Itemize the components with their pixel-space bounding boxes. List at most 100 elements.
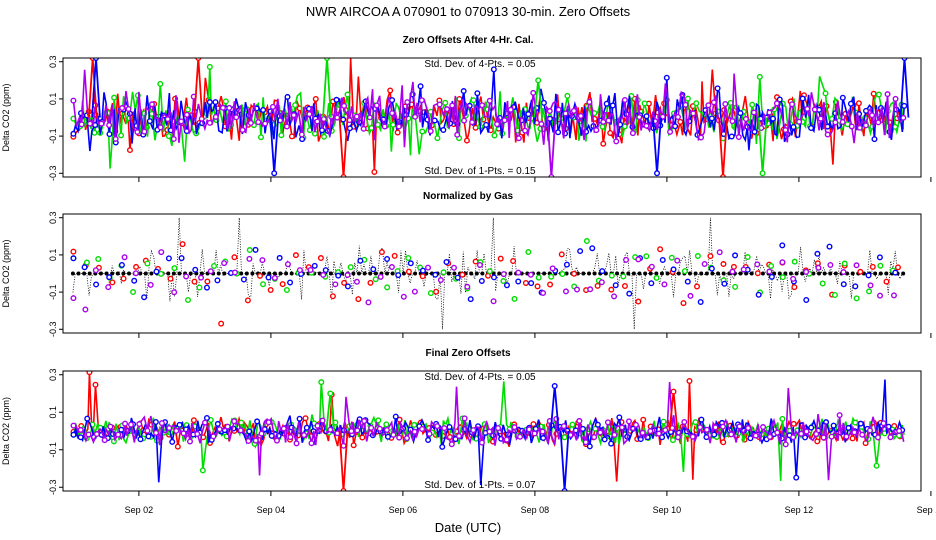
series-point: [454, 131, 461, 138]
reference-point: [115, 271, 120, 276]
series-point: [782, 441, 789, 448]
series-point: [370, 266, 377, 273]
series-point: [70, 431, 77, 438]
series-point: [319, 417, 326, 424]
reference-point: [508, 271, 513, 276]
series-point: [779, 415, 786, 422]
reference-point: [631, 271, 636, 276]
series-point: [153, 268, 160, 275]
series-point: [653, 274, 660, 281]
series-point: [276, 254, 283, 261]
series-point: [78, 121, 85, 128]
series-point: [233, 114, 240, 121]
series-point: [808, 424, 815, 431]
series-point: [817, 115, 824, 122]
series-point: [680, 300, 687, 307]
series-point: [623, 256, 630, 263]
series-point: [570, 107, 577, 114]
series-point: [164, 116, 171, 123]
series-point: [729, 118, 736, 125]
series-point: [546, 108, 553, 115]
series-point: [820, 434, 827, 441]
series-point: [183, 111, 190, 118]
series-point: [690, 110, 697, 117]
series-point: [384, 255, 391, 262]
series-point: [799, 95, 806, 102]
series-point: [697, 299, 704, 306]
reference-point: [87, 271, 92, 276]
series-point: [571, 270, 578, 277]
series-point: [472, 124, 479, 131]
series-point: [178, 255, 185, 262]
series-point: [563, 261, 570, 268]
series-point: [669, 437, 676, 444]
series-point: [710, 99, 717, 106]
series-point: [586, 443, 593, 450]
series-point: [599, 123, 606, 130]
series-point: [203, 284, 210, 291]
panel-frame: [62, 370, 922, 492]
series-point: [555, 129, 562, 136]
series-point: [549, 265, 556, 272]
y-tick-label: -0.3: [48, 166, 58, 182]
series-point: [840, 281, 847, 288]
series-point: [384, 284, 391, 291]
series-point: [112, 135, 119, 142]
series-point: [684, 278, 691, 285]
series-point: [791, 258, 798, 265]
series-point: [490, 298, 497, 305]
series-point: [735, 134, 742, 141]
series-point: [412, 113, 419, 120]
series-point: [836, 412, 843, 419]
series-point: [693, 100, 700, 107]
series-point: [756, 73, 763, 80]
reference-point: [749, 271, 754, 276]
series-point: [540, 435, 547, 442]
series-point: [206, 63, 213, 70]
series-point: [169, 438, 176, 445]
reference-point: [121, 271, 126, 276]
series-point: [145, 433, 152, 440]
reference-point: [188, 271, 193, 276]
series-point: [365, 299, 372, 306]
spike-point: [535, 77, 542, 84]
series-point: [866, 288, 873, 295]
reference-point: [171, 271, 176, 276]
series-point: [522, 280, 529, 287]
series-point: [744, 254, 751, 261]
series-point: [357, 257, 364, 264]
series-point: [81, 264, 88, 271]
series-point: [432, 271, 439, 278]
series-point: [101, 437, 108, 444]
series-point: [531, 430, 538, 437]
series-point: [643, 122, 650, 129]
reference-point: [542, 271, 547, 276]
series-point: [93, 281, 100, 288]
series-point: [185, 297, 192, 304]
series-point: [273, 437, 280, 444]
series-point: [611, 431, 618, 438]
reference-point: [362, 271, 367, 276]
series-point: [517, 433, 524, 440]
series-point: [411, 421, 418, 428]
series-point: [608, 286, 615, 293]
series-point: [387, 87, 394, 94]
reference-point: [166, 271, 171, 276]
spike-point: [670, 388, 677, 395]
spike: [87, 58, 98, 118]
series-point: [535, 274, 542, 281]
series-point: [721, 280, 728, 287]
series-point: [870, 90, 877, 97]
series-point: [705, 102, 712, 109]
series-point: [290, 112, 297, 119]
series-point: [674, 257, 681, 264]
series-point: [877, 262, 884, 269]
series-point: [446, 424, 453, 431]
series-point: [701, 260, 708, 267]
series-point: [121, 254, 128, 261]
series-point: [857, 268, 864, 275]
series-point: [582, 439, 589, 446]
reference-point: [110, 271, 115, 276]
series-point: [173, 427, 180, 434]
series-point: [491, 132, 498, 139]
